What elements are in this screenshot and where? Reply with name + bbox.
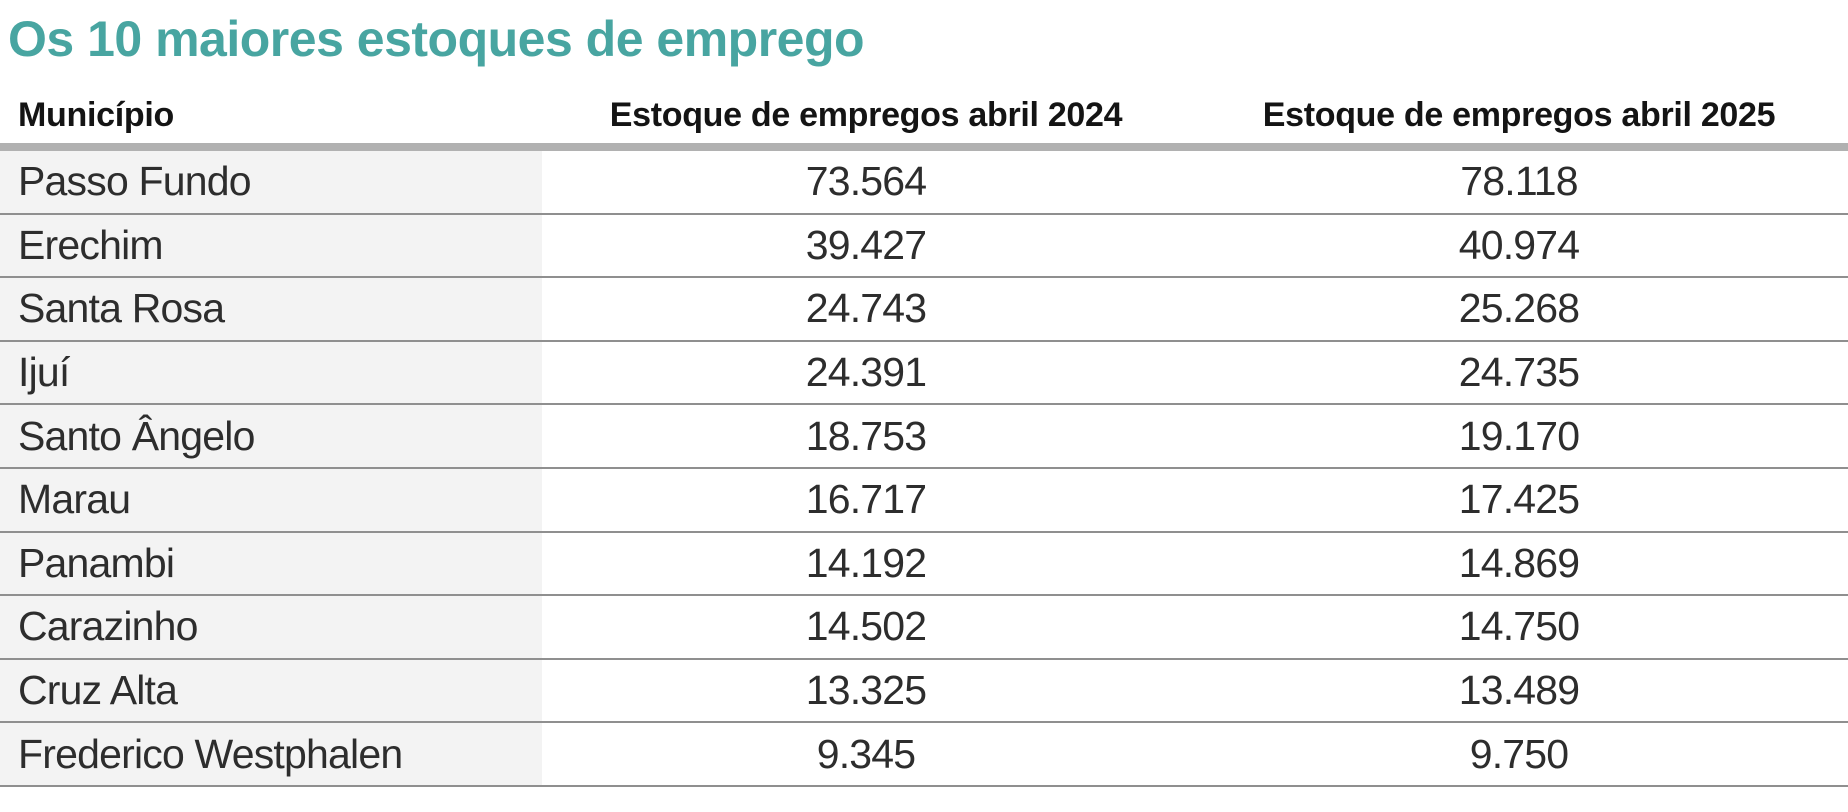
table-row: Ijuí 24.391 24.735 — [0, 341, 1848, 406]
table-row: Frederico Westphalen 9.345 9.750 — [0, 723, 1848, 787]
table-row: Santo Ângelo 18.753 19.170 — [0, 405, 1848, 469]
cell-estoque-2024: 14.192 — [805, 539, 927, 586]
header-divider-bar — [0, 143, 1848, 151]
cell-estoque-2025: 9.750 — [1469, 730, 1569, 777]
cell-municipio: Panambi — [0, 532, 542, 595]
cell-municipio: Erechim — [0, 214, 542, 277]
cell-estoque-2024: 9.345 — [816, 730, 916, 777]
page-title: Os 10 maiores estoques de emprego — [8, 11, 865, 67]
cell-estoque-2025: 19.170 — [1458, 412, 1580, 459]
column-header-estoque-2024: Estoque de empregos abril 2024 — [609, 96, 1123, 134]
cell-municipio: Carazinho — [0, 596, 542, 658]
table-header-row: Município Estoque de empregos abril 2024… — [0, 68, 1848, 143]
cell-estoque-2025: 14.869 — [1458, 539, 1580, 586]
table-row: Panambi 14.192 14.869 — [0, 532, 1848, 597]
column-header-municipio: Município — [18, 96, 174, 134]
cell-estoque-2024: 73.564 — [805, 158, 927, 205]
cell-municipio: Marau — [0, 468, 542, 531]
cell-municipio: Frederico Westphalen — [0, 723, 542, 785]
cell-municipio: Passo Fundo — [0, 151, 542, 213]
table-row: Marau 16.717 17.425 — [0, 468, 1848, 533]
cell-estoque-2024: 14.502 — [805, 603, 927, 650]
cell-estoque-2024: 39.427 — [805, 221, 927, 268]
cell-estoque-2025: 78.118 — [1460, 158, 1578, 205]
table-row: Cruz Alta 13.325 13.489 — [0, 659, 1848, 724]
table-row: Carazinho 14.502 14.750 — [0, 596, 1848, 660]
employment-table-graphic: Os 10 maiores estoques de emprego Municí… — [0, 10, 1848, 812]
cell-estoque-2025: 25.268 — [1458, 285, 1580, 332]
cell-municipio: Cruz Alta — [0, 659, 542, 722]
cell-estoque-2025: 40.974 — [1458, 221, 1580, 268]
column-header-estoque-2025: Estoque de empregos abril 2025 — [1262, 96, 1776, 134]
table-row: Santa Rosa 24.743 25.268 — [0, 278, 1848, 342]
cell-estoque-2024: 16.717 — [805, 476, 927, 523]
table-row: Passo Fundo 73.564 78.118 — [0, 151, 1848, 215]
cell-municipio: Santa Rosa — [0, 278, 542, 340]
table-body: Passo Fundo 73.564 78.118 Erechim 39.427… — [0, 151, 1848, 787]
cell-municipio: Ijuí — [0, 341, 542, 404]
cell-estoque-2024: 18.753 — [805, 412, 927, 459]
table-row: Erechim 39.427 40.974 — [0, 214, 1848, 279]
cell-estoque-2024: 13.325 — [805, 667, 927, 714]
cell-estoque-2025: 17.425 — [1458, 476, 1580, 523]
cell-municipio: Santo Ângelo — [0, 405, 542, 467]
cell-estoque-2024: 24.391 — [805, 349, 927, 396]
cell-estoque-2024: 24.743 — [805, 285, 927, 332]
cell-estoque-2025: 24.735 — [1458, 349, 1580, 396]
cell-estoque-2025: 14.750 — [1458, 603, 1580, 650]
cell-estoque-2025: 13.489 — [1458, 667, 1580, 714]
